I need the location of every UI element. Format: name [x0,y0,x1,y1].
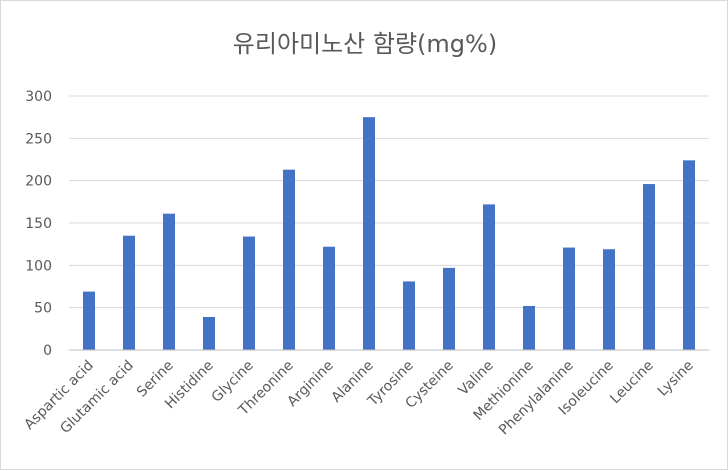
bar-glutamic-acid [123,235,135,350]
bar-histidine [203,316,215,350]
bar-lysine [683,160,695,350]
bars [83,117,695,351]
bar-phenylalanine [563,247,575,350]
y-tick-label: 0 [43,343,52,359]
bar-serine [163,213,175,350]
bar-valine [483,204,495,350]
bar-alanine [363,117,375,351]
bar-cysteine [443,267,455,350]
bar-isoleucine [603,249,615,350]
bar-leucine [643,184,655,350]
x-tick-label: Lysine [655,358,697,400]
bar-aspartic-acid [83,291,95,350]
bar-arginine [323,246,335,350]
bar-tyrosine [403,281,415,350]
y-axis-ticks: 0 50 100 150 200 250 300 [25,89,52,359]
y-tick-label: 100 [25,258,52,274]
x-tick-label: Leucine [607,358,657,408]
bar-methionine [523,305,535,350]
x-tick-label: Glutamic acid [57,358,136,437]
gridlines [69,95,709,309]
bar-glycine [243,236,255,350]
x-tick-label: Aspartic acid [21,358,96,433]
bar-threonine [283,169,295,350]
y-tick-label: 50 [34,301,52,317]
y-tick-label: 300 [25,89,52,105]
y-tick-label: 250 [25,131,52,147]
y-tick-label: 150 [25,216,52,232]
chart-title: 유리아미노산 함량(mg%) [233,30,497,58]
y-tick-label: 200 [25,174,52,190]
